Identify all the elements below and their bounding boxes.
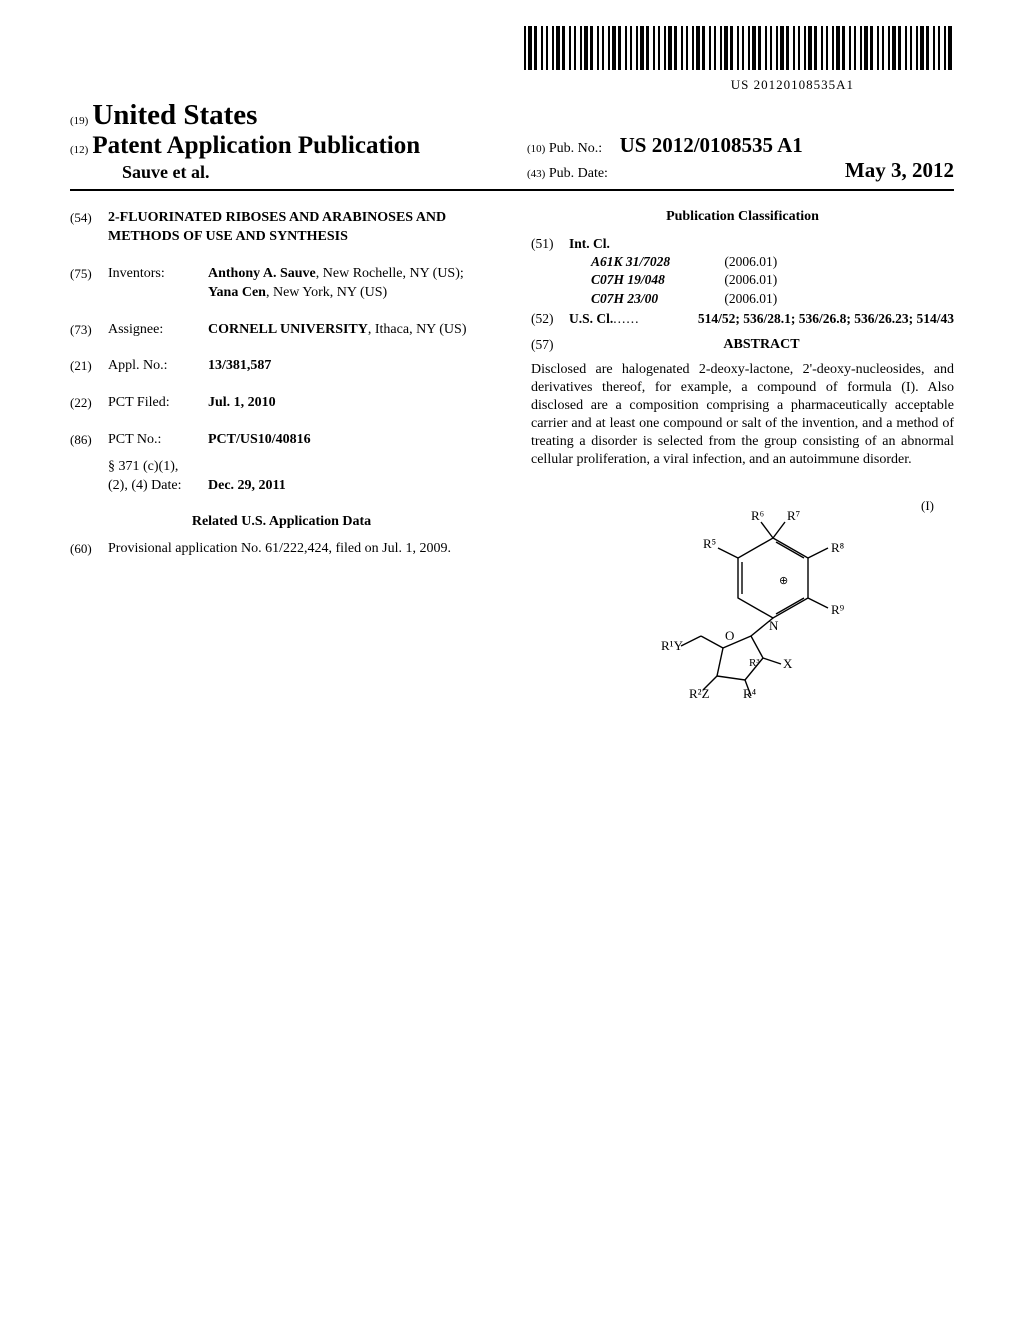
inventors-label: Inventors:: [108, 265, 208, 303]
chem-r4: R⁴: [743, 686, 757, 698]
publication-header: (19) United States (12) Patent Applicati…: [70, 99, 954, 191]
assignee-name: CORNELL UNIVERSITY: [208, 322, 368, 337]
chem-r3: R³: [749, 657, 760, 669]
s371-label: § 371 (c)(1), (2), (4) Date:: [108, 458, 208, 496]
chemical-structure: (I): [531, 508, 954, 703]
applno-index: (21): [70, 357, 108, 376]
assignee-index: (73): [70, 321, 108, 340]
intcl-year: (2006.01): [724, 290, 777, 308]
intcl-row: C07H 23/00 (2006.01): [569, 290, 954, 308]
pub-no-index: (10): [527, 143, 545, 155]
abstract-body: Disclosed are halogenated 2-deoxy-lacton…: [531, 361, 954, 468]
country-name: United States: [92, 99, 257, 131]
uscl-label: U.S. Cl.: [569, 310, 613, 328]
right-column: Publication Classification (51) Int. Cl.…: [531, 209, 954, 703]
assignee-label: Assignee:: [108, 321, 208, 340]
intcl-code: A61K 31/7028: [569, 253, 721, 271]
barcode-block: US 20120108535A1: [70, 26, 954, 93]
left-column: (54) 2-FLUORINATED RIBOSES AND ARABINOSE…: [70, 209, 493, 703]
pub-date-value: May 3, 2012: [845, 158, 954, 183]
assignee-loc: , Ithaca, NY (US): [368, 322, 467, 337]
chemical-figure-svg: R⁶ R⁷ R⁸ R⁹ R⁵ N ⊕ R¹Y O X R³ R²Z: [623, 508, 863, 698]
country-index: (19): [70, 115, 88, 127]
chem-r5: R⁵: [703, 536, 716, 551]
chem-n: N: [769, 618, 779, 633]
intcl-row: C07H 19/048 (2006.01): [569, 271, 954, 289]
classification-header: Publication Classification: [531, 209, 954, 225]
inventors-value: Anthony A. Sauve, New Rochelle, NY (US);…: [208, 265, 493, 303]
pctno-label: PCT No.:: [108, 431, 208, 450]
authors-line: Sauve et al.: [70, 162, 497, 183]
barcode-number: US 20120108535A1: [70, 77, 954, 93]
pub-type-index: (12): [70, 144, 88, 156]
barcode: [524, 26, 954, 70]
chem-r1y: R¹Y: [661, 638, 684, 653]
title-index: (54): [70, 209, 108, 247]
intcl-year: (2006.01): [724, 271, 777, 289]
abstract-index: (57): [531, 336, 569, 361]
intcl-row: A61K 31/7028 (2006.01): [569, 253, 954, 271]
inventors-index: (75): [70, 265, 108, 303]
intcl-index: (51): [531, 235, 569, 308]
pub-date-index: (43): [527, 168, 545, 180]
inventor-loc-2: , New York, NY (US): [266, 285, 387, 300]
pub-no-label: Pub. No.:: [549, 141, 602, 156]
chem-r2z: R²Z: [689, 686, 710, 698]
pub-no-value: US 2012/0108535 A1: [620, 133, 803, 157]
assignee-value: CORNELL UNIVERSITY, Ithaca, NY (US): [208, 321, 493, 340]
chem-r6: R⁶: [751, 508, 764, 523]
chem-x: X: [783, 656, 793, 671]
pctfiled-label: PCT Filed:: [108, 394, 208, 413]
related-header: Related U.S. Application Data: [70, 514, 493, 530]
pctfiled-index: (22): [70, 394, 108, 413]
applno-label: Appl. No.:: [108, 357, 208, 376]
uscl-value: 514/52; 536/28.1; 536/26.8; 536/26.23; 5…: [640, 310, 954, 328]
pctfiled-value: Jul. 1, 2010: [208, 394, 493, 413]
uscl-dots: ......: [613, 310, 639, 328]
chem-plus: ⊕: [779, 575, 788, 587]
s371-value: Dec. 29, 2011: [208, 477, 493, 496]
pctno-index: (86): [70, 431, 108, 450]
intcl-code: C07H 19/048: [569, 271, 721, 289]
figure-label: (I): [921, 498, 934, 514]
uscl-index: (52): [531, 310, 569, 328]
abstract-header: ABSTRACT: [569, 336, 954, 355]
pub-date-label: Pub. Date:: [549, 166, 608, 181]
inventor-name-1: Anthony A. Sauve: [208, 266, 316, 281]
invention-title: 2-FLUORINATED RIBOSES AND ARABINOSES AND…: [108, 209, 493, 247]
pctno-value: PCT/US10/40816: [208, 431, 493, 450]
intcl-year: (2006.01): [724, 253, 777, 271]
chem-r9: R⁹: [831, 602, 845, 617]
applno-value: 13/381,587: [208, 357, 493, 376]
inventor-loc-1: , New Rochelle, NY (US);: [316, 266, 464, 281]
chem-r8: R⁸: [831, 540, 845, 555]
inventor-name-2: Yana Cen: [208, 285, 266, 300]
chem-r7: R⁷: [787, 508, 800, 523]
provisional-text: Provisional application No. 61/222,424, …: [108, 540, 493, 559]
intcl-label: Int. Cl.: [569, 235, 954, 253]
provisional-index: (60): [70, 540, 108, 559]
intcl-code: C07H 23/00: [569, 290, 721, 308]
pub-type: Patent Application Publication: [92, 132, 420, 159]
chem-o: O: [725, 628, 734, 643]
